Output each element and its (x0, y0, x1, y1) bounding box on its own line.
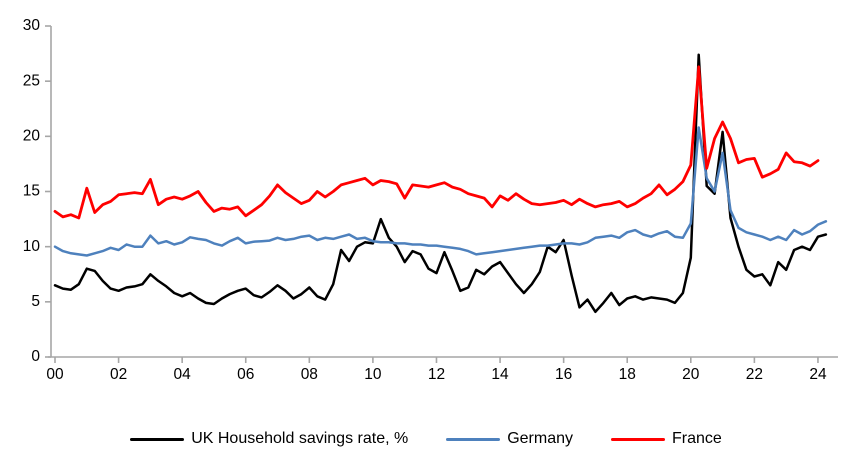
x-tick-label-16: 16 (555, 366, 572, 383)
chart-legend: UK Household savings rate, % Germany Fra… (0, 430, 852, 448)
x-tick-label-02: 02 (110, 366, 127, 383)
germany-line-swatch (446, 437, 501, 441)
legend-item-uk: UK Household savings rate, % (130, 430, 408, 448)
x-tick-label-22: 22 (746, 366, 763, 383)
uk-line-swatch (130, 437, 185, 441)
x-tick-label-08: 08 (301, 366, 318, 383)
x-tick-label-04: 04 (174, 366, 192, 383)
x-tick-label-24: 24 (809, 366, 827, 383)
line-chart: 0 5 10 15 20 25 30 00 02 04 06 08 10 12 14 16 18 20 22 24 (23, 17, 838, 383)
y-tick-label-10: 10 (23, 238, 41, 255)
y-tick-label-25: 25 (23, 72, 40, 89)
legend-item-france: France (611, 430, 722, 448)
y-tick-label-20: 20 (23, 127, 41, 144)
y-tick-label-15: 15 (23, 183, 40, 200)
y-tick-label-30: 30 (23, 17, 41, 34)
x-tick-label-18: 18 (619, 366, 636, 383)
legend-item-germany: Germany (446, 430, 573, 448)
x-tick-label-14: 14 (491, 366, 509, 383)
x-tick-label-10: 10 (364, 366, 382, 383)
legend-label-germany: Germany (507, 430, 573, 447)
legend-label-uk: UK Household savings rate, % (191, 430, 409, 447)
x-tick-label-20: 20 (682, 366, 700, 383)
x-tick-label-06: 06 (237, 366, 254, 383)
y-tick-label-0: 0 (31, 348, 40, 365)
series-line-germany (53, 126, 828, 257)
x-tick-label-00: 00 (46, 366, 64, 383)
x-tick-label-12: 12 (428, 366, 445, 383)
y-tick-label-5: 5 (31, 293, 40, 310)
legend-label-france: France (672, 430, 722, 447)
series-line-france (53, 65, 820, 220)
france-line-swatch (611, 437, 665, 441)
